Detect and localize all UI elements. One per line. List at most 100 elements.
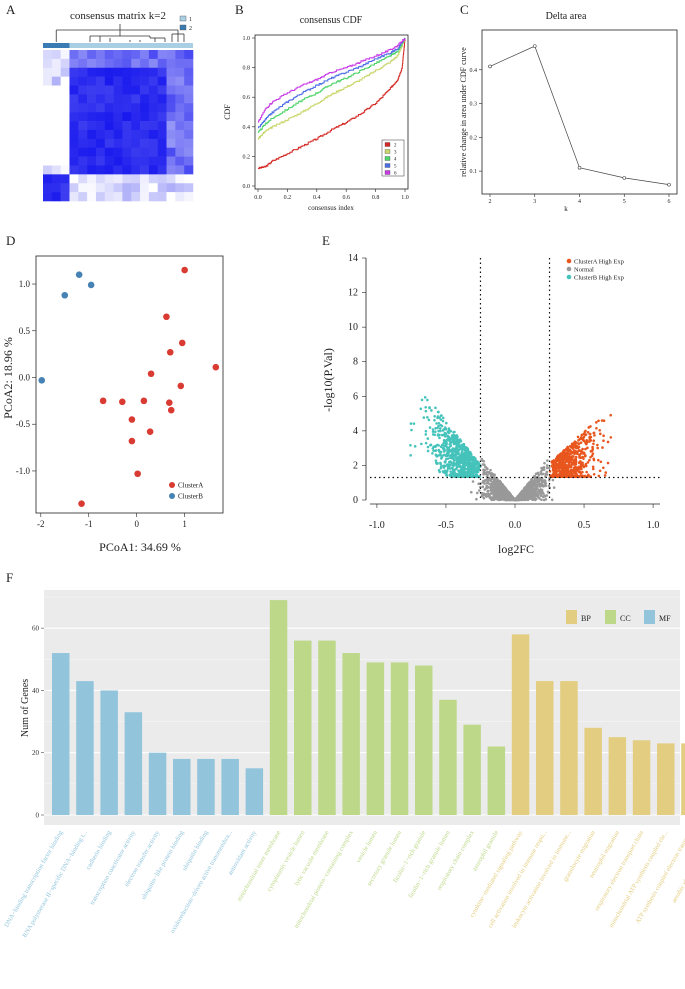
panel-d-points xyxy=(38,266,220,507)
heatmap-cell xyxy=(87,183,97,193)
heatmap-cell xyxy=(184,58,194,69)
pcoa-point-clustera xyxy=(177,382,185,390)
cdf-line-k4 xyxy=(258,37,406,133)
heatmap-cell xyxy=(122,58,132,69)
category-label: respiratory electron transport chain xyxy=(594,829,646,912)
volcano-point-normal xyxy=(482,472,485,476)
volcano-point-clustera-high xyxy=(589,455,592,459)
volcano-point-clustera-high xyxy=(590,449,594,453)
heatmap-cell xyxy=(184,165,194,175)
y-tick-label: 10 xyxy=(348,322,358,333)
heatmap-cell xyxy=(157,192,167,202)
volcano-point-clustera-high xyxy=(597,419,600,423)
heatmap-cell xyxy=(113,85,123,95)
volcano-point-normal xyxy=(504,495,508,499)
heatmap-cell xyxy=(51,156,61,166)
heatmap-cell xyxy=(175,138,185,149)
y-tick-label: 0.1 xyxy=(470,169,478,175)
volcano-point-clusterb-high xyxy=(437,422,441,425)
volcano-point-clusterb-high xyxy=(447,446,451,449)
panel-a-legend-label-2: 2 xyxy=(189,26,192,32)
bar-mf xyxy=(148,752,167,815)
pcoa-point-clustera xyxy=(78,500,85,507)
heatmap-cell xyxy=(148,156,159,166)
heatmap-cell xyxy=(104,121,114,131)
heatmap-cell xyxy=(104,192,114,202)
volcano-point-clusterb-high xyxy=(458,444,462,448)
heatmap-cell xyxy=(69,183,79,193)
panel-a-cluster-bar xyxy=(43,43,193,48)
panel-a-dendrogram xyxy=(55,24,185,42)
volcano-point-clusterb-high xyxy=(440,414,443,417)
volcano-point-clusterb-high xyxy=(436,426,439,430)
volcano-point-clusterb-high xyxy=(424,441,428,445)
heatmap-cell xyxy=(122,183,132,193)
heatmap-cell xyxy=(95,121,106,131)
volcano-point-clustera-high xyxy=(580,467,583,471)
bar-cc xyxy=(269,600,288,815)
legend-marker xyxy=(566,266,572,272)
pcoa-point-clusterb xyxy=(75,271,83,278)
category-label: cadherin binding xyxy=(85,829,113,871)
volcano-point-normal xyxy=(551,478,555,482)
x-tick-label: 0.2 xyxy=(284,195,292,201)
heatmap-cell xyxy=(43,58,53,69)
x-tick-label: -1 xyxy=(85,519,93,529)
volcano-point-clusterb-high xyxy=(432,449,435,452)
heatmap-cell xyxy=(95,103,106,113)
volcano-point-clusterb-high xyxy=(458,461,461,465)
pcoa-point-clustera xyxy=(167,406,175,414)
heatmap-cell xyxy=(166,129,176,140)
panel-a-legend-swatch-1 xyxy=(179,15,187,22)
heatmap-cell xyxy=(131,165,141,175)
heatmap-cell xyxy=(51,165,61,175)
volcano-point-clustera-high xyxy=(582,451,586,455)
heatmap-cell xyxy=(104,183,114,193)
heatmap-cell xyxy=(95,156,106,166)
pcoa-point-clustera xyxy=(181,266,188,274)
volcano-point-normal xyxy=(539,484,543,488)
volcano-point-clustera-high xyxy=(561,455,564,458)
heatmap-cell xyxy=(148,138,159,149)
x-tick-label: 0.5 xyxy=(578,520,591,531)
volcano-point-clustera-high xyxy=(603,474,607,477)
volcano-point-clusterb-high xyxy=(451,468,455,472)
heatmap-cell xyxy=(87,94,97,104)
volcano-point-clusterb-high xyxy=(424,409,428,413)
legend-label: ClusterB High Exp xyxy=(574,275,624,282)
volcano-point-clusterb-high xyxy=(437,410,440,414)
volcano-point-clusterb-high xyxy=(457,438,461,442)
panel-letter-a: A xyxy=(6,2,16,17)
volcano-point-normal xyxy=(552,486,556,489)
volcano-point-clusterb-high xyxy=(453,455,457,458)
pcoa-point-clustera xyxy=(147,370,155,378)
volcano-point-clusterb-high xyxy=(460,465,464,469)
volcano-point-normal xyxy=(523,486,527,490)
pcoa-point-clustera xyxy=(146,428,154,435)
panel-e-axes: -1.0 -0.5 0.0 0.5 1.0 0 2 4 6 8 10 12 14 xyxy=(348,253,660,531)
bar-cc xyxy=(366,662,385,815)
cluster-bar-segment xyxy=(43,43,70,48)
volcano-point-clustera-high xyxy=(586,461,590,464)
x-tick-label: 6 xyxy=(668,199,671,205)
bar-bp xyxy=(560,681,578,815)
volcano-point-clusterb-high xyxy=(445,471,448,475)
heatmap-cell xyxy=(148,129,159,140)
volcano-point-clustera-high xyxy=(570,443,574,447)
y-tick-label: 12 xyxy=(348,288,358,299)
volcano-point-clustera-high xyxy=(568,457,572,461)
heatmap-cell xyxy=(113,121,123,131)
legend-label: 5 xyxy=(394,165,397,170)
panel-d-legend: ClusterA ClusterB xyxy=(169,482,203,501)
heatmap-cell xyxy=(131,58,141,69)
heatmap-cell xyxy=(122,192,132,202)
heatmap-cell xyxy=(113,147,123,157)
volcano-point-clustera-high xyxy=(554,470,557,474)
heatmap-cell xyxy=(122,67,132,77)
volcano-point-clusterb-high xyxy=(445,446,449,449)
panel-f-y-axis-label: Num of Genes xyxy=(20,679,31,737)
volcano-point-normal xyxy=(550,498,554,502)
volcano-point-clusterb-high xyxy=(455,446,459,449)
volcano-point-clusterb-high xyxy=(463,461,466,465)
heatmap-cell xyxy=(175,58,185,69)
